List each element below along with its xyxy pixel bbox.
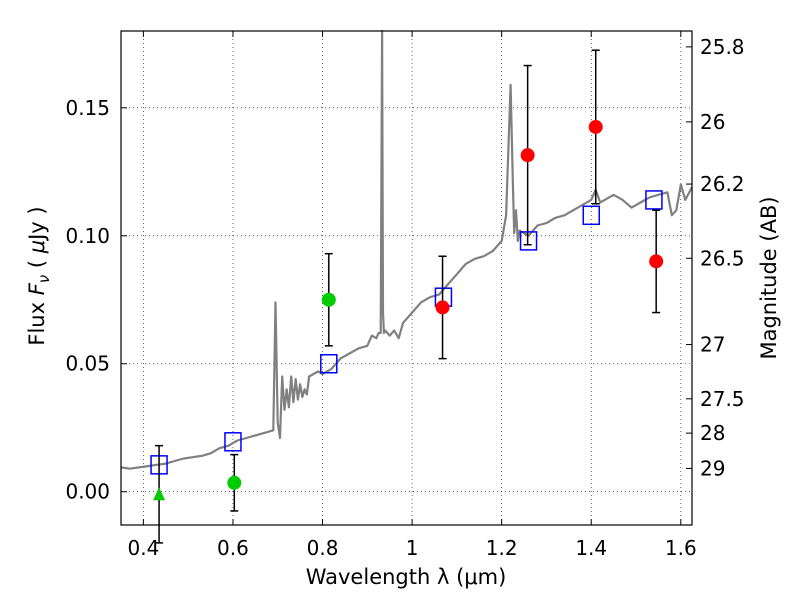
x-tick-label: 1.4 [575, 536, 607, 560]
mag-tick-label: 28 [700, 421, 725, 445]
mag-tick-label: 26 [700, 110, 725, 134]
data-marks [150, 49, 664, 544]
x-tick-label: 1 [406, 536, 419, 560]
right-axis-label: Magnitude (AB) [757, 196, 781, 359]
x-tick-label: 0.6 [217, 536, 249, 560]
mag-tick-label: 26.5 [700, 246, 745, 270]
model-square-marker [320, 353, 338, 374]
y-tick-label: 0.00 [65, 480, 110, 504]
y-tick-label: 0.10 [65, 224, 110, 248]
data-circle-marker [588, 119, 603, 134]
model-square-marker [224, 432, 242, 452]
x-axis-label: Wavelength λ (μm) [306, 565, 507, 589]
data-circle-marker [520, 148, 535, 163]
grid-lines [121, 31, 692, 525]
spectrum-line [120, 29, 693, 470]
mag-tick-label: 27 [700, 333, 725, 357]
mag-tick-label: 27.5 [700, 387, 745, 411]
plot-frame [120, 30, 693, 526]
upper-limit-triangle [153, 487, 166, 501]
axis-ticks: 0.4 0.6 0.8 1 1.2 1.4 1.6 0.00 0.05 0.10 0.15 25.8 2… [65, 31, 745, 560]
data-circle-marker [649, 254, 664, 269]
x-tick-label: 1.2 [486, 536, 518, 560]
mag-tick-label: 26.2 [700, 172, 745, 196]
x-tick-label: 1.6 [665, 536, 697, 560]
mag-tick-label: 25.8 [700, 35, 745, 59]
template-spectrum-layer [120, 29, 693, 470]
data-circle-marker [321, 292, 336, 307]
y-axis-label: Flux Fν ( μJy ) [25, 206, 53, 345]
model-square-marker [645, 190, 663, 210]
y-tick-label: 0.15 [65, 96, 110, 120]
y-tick-label: 0.05 [65, 352, 110, 376]
data-circle-marker [435, 300, 450, 315]
data-circle-marker [227, 475, 242, 490]
x-tick-label: 0.8 [307, 536, 339, 560]
x-tick-label: 0.4 [127, 536, 159, 560]
mag-tick-label: 29 [700, 456, 725, 480]
model-square-marker [519, 231, 538, 251]
model-square-marker [582, 205, 600, 226]
